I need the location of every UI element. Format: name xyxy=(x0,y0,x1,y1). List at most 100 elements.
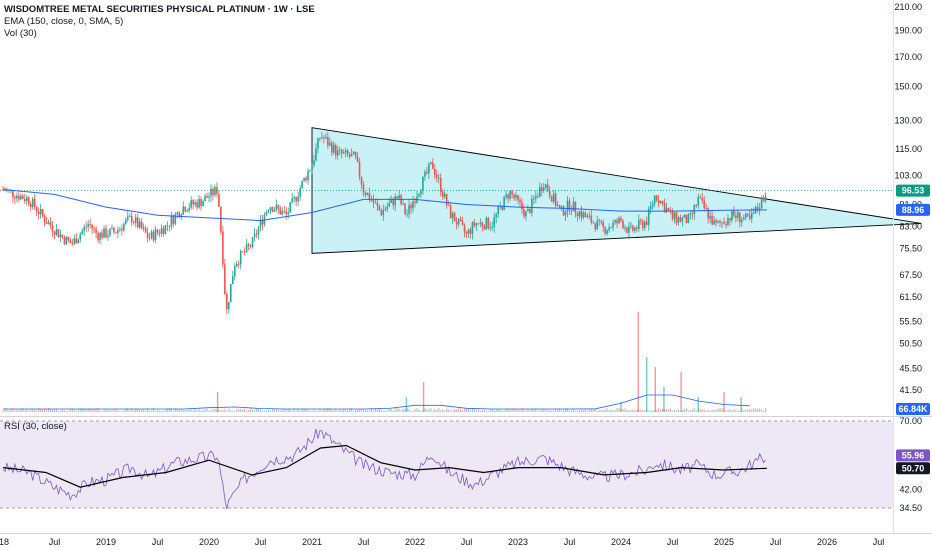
candle-body xyxy=(109,228,111,236)
candle-body xyxy=(517,195,519,200)
candle-body xyxy=(552,193,555,202)
price-tick-label: 190.00 xyxy=(894,26,922,36)
chart-title: WISDOMTREE METAL SECURITIES PHYSICAL PLA… xyxy=(4,4,315,15)
volume-bar xyxy=(347,410,349,412)
last-price-tag-bg xyxy=(896,184,930,197)
volume-bar xyxy=(198,408,200,412)
time-tick-label: Jul xyxy=(461,537,473,547)
rsi-indicator-label[interactable]: RSI (30, close) xyxy=(4,421,67,432)
candle-body xyxy=(493,217,496,227)
candle-body xyxy=(370,199,373,201)
volume-bar xyxy=(452,410,454,412)
price-axis[interactable]: 210.00 190.00 170.00 150.00 130.00 115.00 103.… xyxy=(894,2,922,513)
candle-body xyxy=(63,237,66,245)
candle-body xyxy=(65,236,68,245)
volume-bar xyxy=(727,409,729,412)
volume-bar xyxy=(372,410,375,412)
volume-bar xyxy=(339,409,341,412)
volume-bar xyxy=(18,410,20,412)
volume-bar xyxy=(709,410,711,412)
volume-bar xyxy=(469,410,472,412)
candle-body xyxy=(287,212,290,215)
volume-bar xyxy=(529,410,531,412)
volume-bar xyxy=(204,409,206,412)
candle-body xyxy=(655,195,658,201)
time-tick-label: 2019 xyxy=(96,537,116,547)
candle-body xyxy=(473,222,476,226)
candle-body xyxy=(174,214,177,224)
volume-bar xyxy=(560,410,563,412)
volume-bar xyxy=(491,408,493,412)
volume-bar xyxy=(547,410,549,412)
volume-bar xyxy=(600,410,602,412)
volume-bar xyxy=(360,409,363,412)
volume-bar xyxy=(749,408,751,412)
volume-bar xyxy=(125,409,127,412)
volume-bar xyxy=(295,410,297,412)
candle-body xyxy=(37,211,40,215)
candle-body xyxy=(384,209,387,210)
volume-bar xyxy=(624,408,626,412)
candle-body xyxy=(461,221,464,225)
volume-bar xyxy=(32,409,34,412)
volume-bar xyxy=(354,410,357,412)
volume-bar xyxy=(685,408,687,412)
volume-bar xyxy=(143,409,145,412)
ema-indicator-label[interactable]: EMA (150, close, 0, SMA, 5) xyxy=(4,16,124,27)
volume-indicator-label[interactable]: Vol (30) xyxy=(4,28,37,39)
candle-body xyxy=(170,216,173,227)
candle-body xyxy=(382,209,385,216)
volume-bar xyxy=(648,410,650,412)
price-tick-label: 83.00 xyxy=(899,221,922,231)
volume-bar xyxy=(301,408,303,412)
candle-body xyxy=(22,195,24,199)
candle-body xyxy=(51,225,54,232)
volume-bar xyxy=(412,410,414,412)
candle-body xyxy=(566,200,569,212)
volume-bar xyxy=(721,408,723,412)
rsi-ma-line xyxy=(2,444,767,488)
volume-bar xyxy=(89,408,91,412)
volume-bar xyxy=(691,409,693,412)
volume-bar xyxy=(218,409,220,412)
candle-body xyxy=(14,197,16,199)
candle-body xyxy=(233,266,236,277)
candle-body xyxy=(47,222,50,225)
volume-bar xyxy=(87,408,89,412)
candle-body xyxy=(441,191,444,197)
price-tick-label: 45.50 xyxy=(899,363,922,373)
candle-body xyxy=(533,198,535,200)
volume-bar xyxy=(660,409,662,412)
candle-body xyxy=(683,214,686,218)
candle-body xyxy=(380,210,383,216)
time-axis[interactable]: 18 Jul 2019 Jul 2020 Jul 2021 Jul 2022 Jul 2023 Jul… xyxy=(0,537,884,547)
candle-body xyxy=(620,218,622,221)
price-tick-label: 103.00 xyxy=(894,170,922,180)
candle-body xyxy=(695,205,698,206)
candle-body xyxy=(305,177,307,181)
volume-bar xyxy=(523,409,525,412)
volume-bar xyxy=(160,410,163,412)
volume-bar xyxy=(34,409,36,412)
volume-bar xyxy=(208,410,210,412)
candle-body xyxy=(538,187,541,197)
volume-bar xyxy=(410,410,412,412)
volume-bar xyxy=(656,410,658,412)
volume-bar xyxy=(380,410,382,412)
candle-body xyxy=(535,196,537,199)
volume-bar xyxy=(263,410,266,412)
volume-bar xyxy=(222,410,224,412)
candle-body xyxy=(675,212,678,223)
volume-bar xyxy=(390,409,392,412)
volume-bar xyxy=(533,409,535,412)
candle-body xyxy=(505,194,507,197)
candle-body xyxy=(636,227,638,230)
candle-body xyxy=(20,195,22,200)
candle-body xyxy=(715,220,717,223)
candle-body xyxy=(746,213,749,216)
volume-bar xyxy=(362,409,365,412)
volume-bar xyxy=(701,409,703,412)
candle-body xyxy=(537,196,539,198)
volume-bar xyxy=(40,409,42,412)
